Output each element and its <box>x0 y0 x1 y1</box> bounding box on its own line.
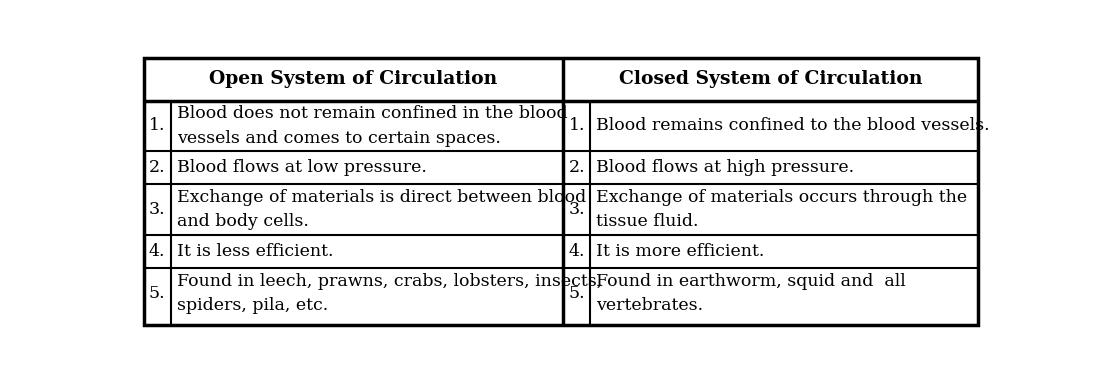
Text: 4.: 4. <box>149 243 165 260</box>
Text: It is less efficient.: It is less efficient. <box>176 243 333 260</box>
Text: 1.: 1. <box>149 117 165 135</box>
Text: 2.: 2. <box>149 159 165 176</box>
Text: 3.: 3. <box>149 201 165 218</box>
Text: 3.: 3. <box>569 201 585 218</box>
Text: 4.: 4. <box>569 243 585 260</box>
Text: Found in leech, prawns, crabs, lobsters, insects,
spiders, pila, etc.: Found in leech, prawns, crabs, lobsters,… <box>176 273 602 314</box>
Text: 1.: 1. <box>569 117 585 135</box>
Text: Open System of Circulation: Open System of Circulation <box>209 70 498 88</box>
Text: Blood remains confined to the blood vessels.: Blood remains confined to the blood vess… <box>596 117 990 135</box>
Text: Closed System of Circulation: Closed System of Circulation <box>619 70 922 88</box>
Text: 5.: 5. <box>569 285 585 302</box>
Text: 5.: 5. <box>149 285 165 302</box>
Text: Blood flows at high pressure.: Blood flows at high pressure. <box>596 159 854 176</box>
Text: Exchange of materials is direct between blood
and body cells.: Exchange of materials is direct between … <box>176 189 586 230</box>
Text: Exchange of materials occurs through the
tissue fluid.: Exchange of materials occurs through the… <box>596 189 967 230</box>
Text: 2.: 2. <box>569 159 585 176</box>
Text: It is more efficient.: It is more efficient. <box>596 243 765 260</box>
Text: Blood flows at low pressure.: Blood flows at low pressure. <box>176 159 427 176</box>
Text: Blood does not remain confined in the blood
vessels and comes to certain spaces.: Blood does not remain confined in the bl… <box>176 105 567 147</box>
Text: Found in earthworm, squid and  all
vertebrates.: Found in earthworm, squid and all verteb… <box>596 273 906 314</box>
